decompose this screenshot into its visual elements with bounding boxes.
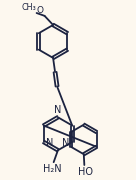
Text: N: N <box>54 105 62 115</box>
Text: H₂N: H₂N <box>43 164 62 174</box>
Text: HO: HO <box>78 167 93 177</box>
Text: O: O <box>36 6 43 15</box>
Text: CH₃: CH₃ <box>21 3 36 12</box>
Text: N: N <box>47 138 54 148</box>
Text: N: N <box>62 138 69 148</box>
